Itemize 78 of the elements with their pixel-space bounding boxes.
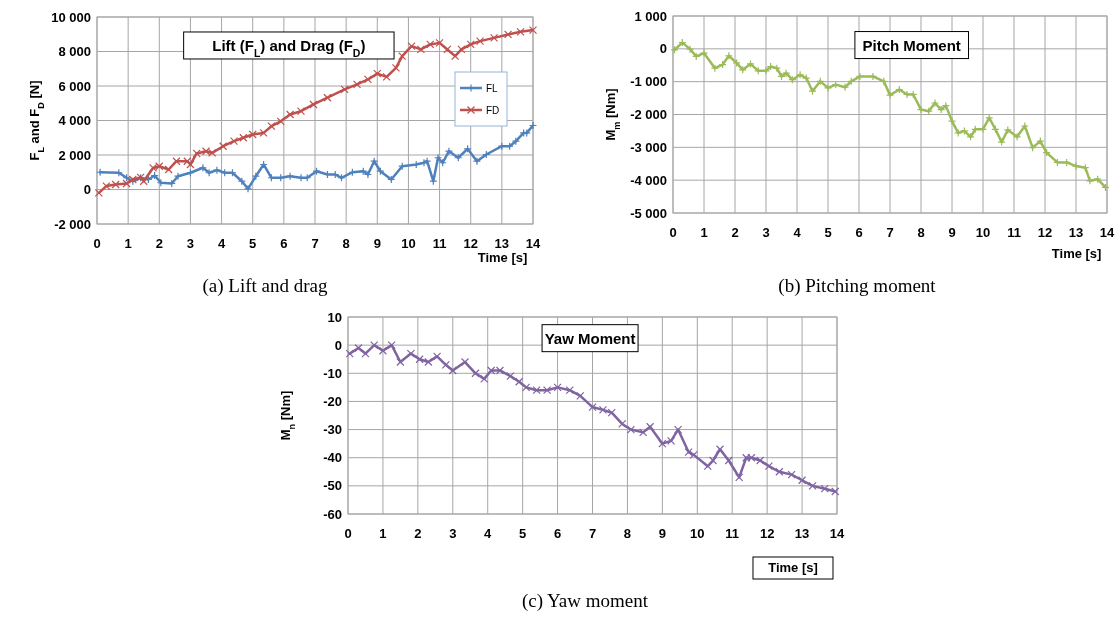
x-tick-label: 7 — [311, 236, 319, 251]
y-tick-label: 0 — [83, 182, 91, 198]
y-tick-label: 4 000 — [58, 113, 91, 129]
x-tick-label: 12 — [463, 236, 478, 251]
x-tick-label: 10 — [975, 225, 991, 240]
x-tick-label: 9 — [373, 236, 381, 251]
x-tick-label: 1 — [124, 236, 132, 251]
x-tick-label: 2 — [731, 225, 739, 240]
y-tick-label: 10 — [327, 309, 342, 325]
x-tick-label: 1 — [379, 526, 387, 541]
x-tick-label: 5 — [249, 236, 257, 251]
text: (a) Lift and drag — [202, 275, 329, 297]
y-tick-label: -2 000 — [54, 216, 91, 232]
x-tick-label: 4 — [793, 225, 802, 240]
x-tick-label: 8 — [623, 526, 632, 541]
legend-label: FL — [486, 83, 499, 94]
x-tick-label: 4 — [484, 526, 493, 541]
x-tick-label: 0 — [93, 236, 101, 251]
x-tick-label: 3 — [186, 236, 195, 251]
x-tick-label: 7 — [588, 526, 597, 541]
y-tick-label: -2 000 — [630, 107, 667, 123]
y-tick-label: -1 000 — [630, 74, 667, 90]
x-tick-label: 11 — [1007, 225, 1021, 240]
x-tick-label: 12 — [1037, 225, 1053, 240]
x-tick-label: 11 — [432, 236, 447, 251]
y-tick-label: 0 — [659, 41, 667, 57]
y-tick-label: 2 000 — [58, 147, 91, 163]
text: (c) Yaw moment — [521, 590, 649, 612]
y-tick-label: -20 — [323, 393, 342, 409]
x-tick-label: 4 — [217, 236, 226, 251]
x-tick-label: 10 — [401, 236, 416, 251]
x-tick-label: 11 — [725, 526, 740, 541]
legend-label: FD — [486, 105, 500, 116]
y-tick-label: 8 000 — [58, 44, 91, 60]
x-axis-title: Time [s] — [477, 250, 528, 265]
text: Pitch Moment — [862, 36, 961, 54]
x-tick-label: 13 — [1068, 225, 1084, 240]
y-tick-label: 10 000 — [51, 9, 91, 25]
x-tick-label: 13 — [794, 526, 810, 541]
x-tick-label: 6 — [280, 236, 288, 251]
x-tick-label: 14 — [525, 236, 541, 251]
x-axis-title: Time [s] — [1051, 246, 1102, 261]
x-tick-label: 0 — [344, 526, 352, 541]
x-tick-label: 8 — [917, 225, 925, 240]
y-tick-label: -60 — [323, 506, 342, 522]
x-tick-label: 6 — [855, 225, 863, 240]
y-tick-label: -4 000 — [630, 172, 667, 188]
x-tick-label: 12 — [759, 526, 775, 541]
x-tick-label: 13 — [494, 236, 510, 251]
x-tick-label: 3 — [762, 225, 770, 240]
x-tick-label: 2 — [414, 526, 422, 541]
y-tick-label: -50 — [323, 478, 342, 494]
y-tick-label: -10 — [323, 365, 342, 381]
x-tick-label: 9 — [948, 225, 956, 240]
y-tick-label: -40 — [323, 450, 342, 466]
y-tick-label: 0 — [334, 337, 342, 353]
x-tick-label: 10 — [690, 526, 705, 541]
x-tick-label: 8 — [342, 236, 350, 251]
x-tick-label: 0 — [669, 225, 677, 240]
x-tick-label: 1 — [700, 225, 708, 240]
x-tick-label: 7 — [886, 225, 894, 240]
y-tick-label: 1 000 — [634, 8, 667, 24]
text: Yaw Moment — [544, 329, 636, 347]
y-tick-label: -30 — [323, 422, 342, 438]
text: (b) Pitching moment — [778, 275, 937, 297]
x-tick-label: 14 — [829, 526, 845, 541]
y-tick-label: -5 000 — [630, 205, 667, 221]
y-tick-label: 6 000 — [58, 78, 91, 94]
text: Lift (F$_{L}$) and Drag (F$_{D}$) — [212, 36, 366, 59]
x-tick-label: 5 — [519, 526, 527, 541]
x-tick-label: 6 — [553, 526, 562, 541]
x-tick-label: 14 — [1099, 225, 1115, 240]
x-tick-label: 5 — [824, 225, 832, 240]
x-tick-label: 9 — [658, 526, 666, 541]
x-axis-title: Time [s] — [768, 560, 818, 575]
y-tick-label: -3 000 — [630, 139, 667, 155]
x-tick-label: 3 — [449, 526, 457, 541]
x-tick-label: 2 — [155, 236, 163, 251]
